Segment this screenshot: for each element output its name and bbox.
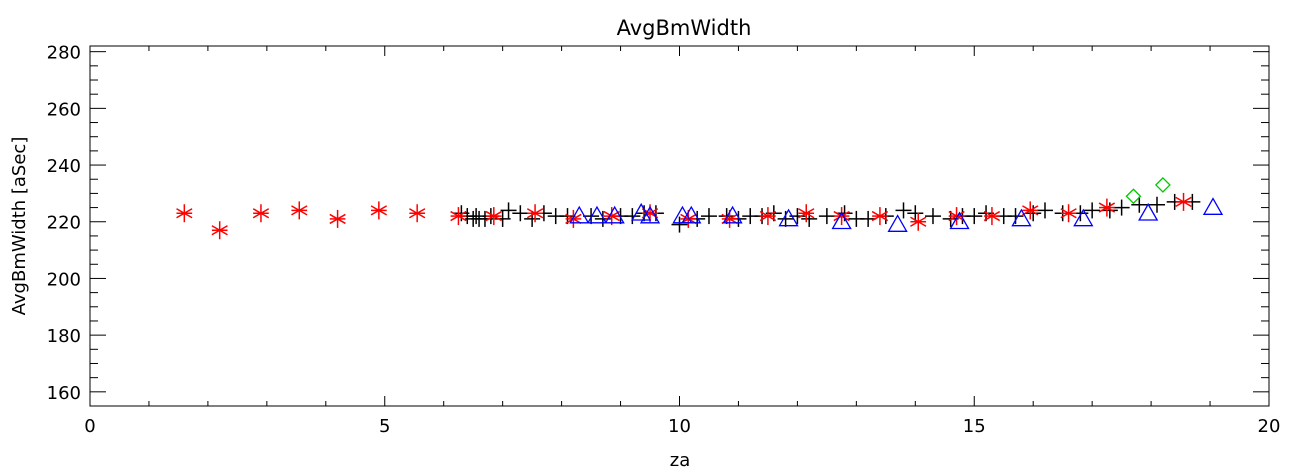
x-tick-label: 5 <box>379 416 390 437</box>
x-tick-label: 10 <box>668 416 691 437</box>
triangle-marker <box>1011 208 1032 227</box>
triangle-marker <box>887 214 908 232</box>
triangle-marker <box>604 205 625 224</box>
y-tick-label: 180 <box>47 326 81 347</box>
asterisk-marker <box>526 204 544 223</box>
asterisk-marker <box>291 201 308 220</box>
asterisk-marker <box>329 209 346 228</box>
data-points <box>176 176 1224 240</box>
asterisk-marker <box>948 207 965 226</box>
triangle-marker <box>1073 208 1094 227</box>
plus-marker <box>624 208 641 225</box>
plus-marker <box>671 216 688 233</box>
plus-marker <box>1131 196 1148 213</box>
triangle-marker <box>778 208 799 227</box>
asterisk-marker <box>833 207 850 226</box>
triangle-marker <box>681 205 702 224</box>
plus-marker <box>1025 205 1042 222</box>
plus-marker <box>895 202 912 219</box>
asterisk-marker <box>252 204 270 223</box>
y-tick-label: 220 <box>47 213 81 234</box>
asterisk-marker <box>910 212 927 231</box>
asterisk-marker <box>603 207 620 226</box>
plus-marker <box>512 205 529 222</box>
y-tick-label: 260 <box>47 99 81 120</box>
triangle-marker <box>569 205 590 224</box>
diamond-marker <box>1154 176 1171 193</box>
x-tick-label: 0 <box>84 416 95 437</box>
diamond-marker <box>1125 188 1142 205</box>
triangle-marker <box>586 205 608 224</box>
asterisk-marker <box>485 207 502 226</box>
asterisk-marker <box>871 207 889 226</box>
x-tick-label: 20 <box>1258 416 1281 437</box>
plus-marker <box>924 208 941 225</box>
asterisk-marker <box>176 204 193 223</box>
y-axis-label: AvgBmWidth [aSec] <box>9 137 30 316</box>
asterisk-marker <box>1022 201 1039 220</box>
asterisk-marker <box>370 201 388 220</box>
y-tick-label: 200 <box>47 269 81 290</box>
asterisk-marker <box>409 204 426 223</box>
plus-marker <box>1036 202 1053 219</box>
plus-marker <box>583 208 600 225</box>
triangle-marker <box>631 202 652 221</box>
asterisk-marker <box>759 207 777 226</box>
asterisk-marker <box>1175 192 1192 211</box>
plus-marker <box>907 205 924 222</box>
axis-ticks <box>89 46 1270 406</box>
chart-title: AvgBmWidth <box>617 16 752 40</box>
asterisk-marker <box>983 207 1001 226</box>
asterisk-marker <box>798 204 815 223</box>
plus-marker <box>966 208 983 225</box>
asterisk-marker <box>1060 204 1077 223</box>
y-tick-label: 280 <box>47 43 81 64</box>
tick-labels: 0 5 10 15 20 160 180 200 220 240 260 280 <box>47 43 1281 437</box>
triangle-marker <box>949 211 970 230</box>
plus-marker <box>860 210 877 227</box>
plus-marker <box>1148 196 1165 213</box>
x-axis-label: za <box>670 450 690 471</box>
plus-marker <box>718 208 735 225</box>
triangle-marker <box>639 205 661 224</box>
x-tick-label: 15 <box>963 416 986 437</box>
triangle-marker <box>831 211 852 230</box>
triangle-marker <box>1202 197 1224 215</box>
asterisk-marker <box>565 209 582 228</box>
asterisk-marker <box>450 207 467 226</box>
plus-marker <box>818 208 835 225</box>
triangle-marker <box>722 205 743 224</box>
plus-marker <box>1101 202 1118 219</box>
plus-marker <box>500 202 517 219</box>
plus-marker <box>1113 199 1130 216</box>
asterisk-marker <box>211 221 228 240</box>
y-tick-label: 240 <box>47 156 81 177</box>
plus-marker <box>700 208 717 225</box>
plus-marker <box>777 210 794 227</box>
plus-marker <box>468 208 485 225</box>
triangle-marker <box>1138 202 1159 221</box>
y-tick-label: 160 <box>47 383 81 404</box>
plus-marker <box>1084 202 1101 219</box>
asterisk-marker <box>1098 198 1116 217</box>
